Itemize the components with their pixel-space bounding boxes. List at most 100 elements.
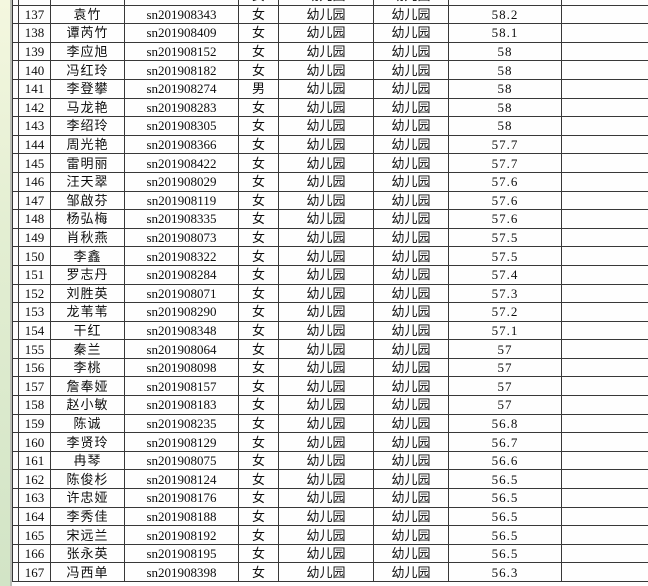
cell-sn-id[interactable]: sn201908157 xyxy=(124,376,239,397)
cell-score[interactable]: 57.6 xyxy=(448,190,562,211)
cell-name[interactable]: 马龙艳 xyxy=(50,97,125,118)
cell-kindergarten-1[interactable]: 幼儿园 xyxy=(278,78,374,99)
cell-blank[interactable] xyxy=(561,283,648,304)
cell-sn-id[interactable]: sn201908422 xyxy=(124,153,239,173)
cell-kindergarten-2[interactable]: 幼儿园 xyxy=(373,41,449,62)
cell-gender[interactable]: 女 xyxy=(238,339,279,359)
cell-kindergarten-2[interactable]: 幼儿园 xyxy=(373,432,449,452)
cell-gender[interactable]: 女 xyxy=(238,227,279,248)
cell-kindergarten-1[interactable]: 幼儿园 xyxy=(278,432,374,452)
cell-kindergarten-1[interactable]: 幼儿园 xyxy=(278,246,374,266)
cell-gender[interactable]: 女 xyxy=(238,134,279,155)
cell-kindergarten-1[interactable]: 幼儿园 xyxy=(278,41,374,62)
cell-name[interactable]: 赵小敏 xyxy=(50,395,125,415)
cell-gender[interactable]: 女 xyxy=(238,432,279,452)
cell-row-number[interactable]: 157 xyxy=(18,376,51,397)
cell-row-number[interactable]: 163 xyxy=(18,488,51,508)
cell-score[interactable]: 58 xyxy=(448,41,562,62)
cell-kindergarten-2[interactable]: 幼儿园 xyxy=(373,376,449,397)
cell-score[interactable]: 57.5 xyxy=(448,227,562,248)
cell-sn-id[interactable]: sn201908176 xyxy=(124,488,239,508)
cell-blank[interactable] xyxy=(561,153,648,173)
cell-score[interactable]: 57.3 xyxy=(448,283,562,304)
cell-kindergarten-2[interactable]: 幼儿园 xyxy=(373,227,449,248)
cell-kindergarten-2[interactable]: 幼儿园 xyxy=(373,97,449,118)
cell-sn-id[interactable]: sn201908124 xyxy=(124,469,239,490)
cell-blank[interactable] xyxy=(561,78,648,99)
cell-sn-id[interactable]: sn201908075 xyxy=(124,450,239,471)
cell-blank[interactable] xyxy=(561,97,648,118)
cell-kindergarten-1[interactable]: 幼儿园 xyxy=(278,469,374,490)
cell-row-number[interactable]: 140 xyxy=(18,60,51,80)
cell-blank[interactable] xyxy=(561,60,648,80)
cell-score[interactable]: 57.5 xyxy=(448,246,562,266)
cell-score[interactable]: 58 xyxy=(448,97,562,118)
cell-score[interactable]: 58 xyxy=(448,78,562,99)
cell-kindergarten-2[interactable]: 幼儿园 xyxy=(373,209,449,229)
cell-blank[interactable] xyxy=(561,357,648,378)
cell-gender[interactable]: 女 xyxy=(238,283,279,304)
cell-kindergarten-1[interactable]: 幼儿园 xyxy=(278,525,374,545)
cell-kindergarten-2[interactable]: 幼儿园 xyxy=(373,283,449,304)
cell-row-number[interactable]: 161 xyxy=(18,450,51,471)
cell-name[interactable]: 陈诚 xyxy=(50,413,125,434)
cell-name[interactable]: 李应旭 xyxy=(50,41,125,62)
cell-gender[interactable]: 女 xyxy=(238,171,279,192)
cell-gender[interactable]: 女 xyxy=(238,153,279,173)
cell-blank[interactable] xyxy=(561,246,648,266)
cell-gender[interactable]: 女 xyxy=(238,209,279,229)
cell-name[interactable]: 干红 xyxy=(50,320,125,341)
cell-sn-id[interactable]: sn201908283 xyxy=(124,97,239,118)
cell-name[interactable]: 冉琴 xyxy=(50,450,125,471)
cell-kindergarten-2[interactable]: 幼儿园 xyxy=(373,395,449,415)
cell-kindergarten-2[interactable]: 幼儿园 xyxy=(373,506,449,527)
cell-kindergarten-2[interactable]: 幼儿园 xyxy=(373,450,449,471)
cell-kindergarten-1[interactable]: 幼儿园 xyxy=(278,116,374,136)
cell-row-number[interactable]: 158 xyxy=(18,395,51,415)
cell-blank[interactable] xyxy=(561,543,648,564)
cell-row-number[interactable]: 166 xyxy=(18,543,51,564)
cell-kindergarten-1[interactable]: 幼儿园 xyxy=(278,357,374,378)
cell-kindergarten-2[interactable]: 幼儿园 xyxy=(373,357,449,378)
cell-gender[interactable]: 女 xyxy=(238,413,279,434)
cell-name[interactable]: 李桃 xyxy=(50,357,125,378)
cell-sn-id[interactable]: sn201908183 xyxy=(124,395,239,415)
cell-blank[interactable] xyxy=(561,432,648,452)
cell-kindergarten-1[interactable]: 幼儿园 xyxy=(278,97,374,118)
cell-blank[interactable] xyxy=(561,413,648,434)
cell-name[interactable]: 李贤玲 xyxy=(50,432,125,452)
cell-sn-id[interactable]: sn201908305 xyxy=(124,116,239,136)
cell-gender[interactable]: 女 xyxy=(238,469,279,490)
cell-blank[interactable] xyxy=(561,562,648,582)
cell-gender[interactable]: 女 xyxy=(238,450,279,471)
cell-row-number[interactable]: 141 xyxy=(18,78,51,99)
cell-sn-id[interactable]: sn201908409 xyxy=(124,23,239,43)
cell-blank[interactable] xyxy=(561,209,648,229)
cell-score[interactable]: 56.6 xyxy=(448,450,562,471)
cell-row-number[interactable]: 139 xyxy=(18,41,51,62)
cell-sn-id[interactable]: sn201908335 xyxy=(124,209,239,229)
cell-blank[interactable] xyxy=(561,320,648,341)
cell-sn-id[interactable]: sn201908188 xyxy=(124,506,239,527)
cell-sn-id[interactable]: sn201908322 xyxy=(124,246,239,266)
cell-blank[interactable] xyxy=(561,450,648,471)
cell-blank[interactable] xyxy=(561,395,648,415)
cell-name[interactable]: 秦兰 xyxy=(50,339,125,359)
cell-kindergarten-1[interactable]: 幼儿园 xyxy=(278,562,374,582)
cell-row-number[interactable]: 154 xyxy=(18,320,51,341)
cell-row-number[interactable]: 149 xyxy=(18,227,51,248)
cell-sn-id[interactable]: sn201908348 xyxy=(124,320,239,341)
cell-score[interactable]: 57.4 xyxy=(448,264,562,285)
cell-kindergarten-1[interactable]: 幼儿园 xyxy=(278,506,374,527)
cell-gender[interactable]: 女 xyxy=(238,562,279,582)
cell-name[interactable]: 詹奉娅 xyxy=(50,376,125,397)
cell-sn-id[interactable]: sn201908398 xyxy=(124,562,239,582)
cell-gender[interactable]: 女 xyxy=(238,302,279,322)
cell-row-number[interactable]: 165 xyxy=(18,525,51,545)
cell-sn-id[interactable]: sn201908129 xyxy=(124,432,239,452)
cell-name[interactable]: 许忠娅 xyxy=(50,488,125,508)
cell-name[interactable]: 张永英 xyxy=(50,543,125,564)
cell-score[interactable]: 57.1 xyxy=(448,320,562,341)
cell-sn-id[interactable]: sn201908119 xyxy=(124,190,239,211)
cell-name[interactable]: 肖秋燕 xyxy=(50,227,125,248)
